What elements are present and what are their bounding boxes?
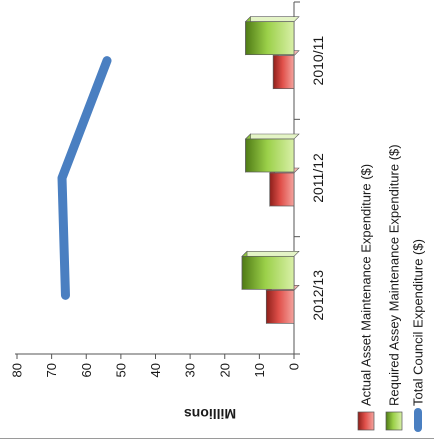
legend-label: Required Assey Maintenance Expenditure (… (387, 144, 402, 406)
category-label: 2012/13 (310, 270, 326, 321)
value-tick-label: 30 (183, 363, 198, 377)
legend-swatch (357, 411, 375, 431)
value-tick-label: 0 (287, 363, 302, 370)
category-ticks: 2010/11 2011/12 2012/13 (294, 1, 326, 355)
category-label: 2011/12 (310, 153, 326, 203)
value-tick-label: 10 (252, 363, 267, 377)
line-series (57, 56, 112, 300)
legend: Actual Asset Maintenance Expenditure ($)… (357, 144, 426, 432)
category-label: 2010/11 (310, 36, 326, 86)
bar-actual (272, 49, 300, 90)
value-tick-label: 50 (113, 363, 128, 377)
legend-label: Actual Asset Maintenance Expenditure ($) (359, 164, 374, 406)
bar-actual (269, 167, 300, 207)
bars (241, 15, 300, 325)
value-tick-label: 70 (44, 363, 59, 377)
line-total-council-expenditure (57, 56, 112, 300)
bar-actual (265, 284, 300, 325)
value-tick-label: 40 (148, 363, 163, 377)
bar-required (241, 250, 300, 291)
legend-entry: Total Council Expenditure ($) (411, 239, 426, 432)
unit-label: Millions (184, 406, 236, 422)
value-tick-label: 20 (217, 363, 232, 377)
bar-required (244, 15, 300, 56)
value-ticks: 0 10 20 30 40 50 60 70 80 (10, 354, 302, 377)
value-tick-label: 60 (79, 363, 94, 377)
bottom-rule (0, 438, 434, 439)
legend-label: Total Council Expenditure ($) (411, 239, 426, 406)
value-tick-label: 80 (10, 363, 25, 377)
legend-entry: Actual Asset Maintenance Expenditure ($) (357, 164, 375, 431)
bar-required (244, 133, 300, 173)
legend-swatch (385, 411, 403, 431)
legend-entry: Required Assey Maintenance Expenditure (… (385, 144, 403, 431)
